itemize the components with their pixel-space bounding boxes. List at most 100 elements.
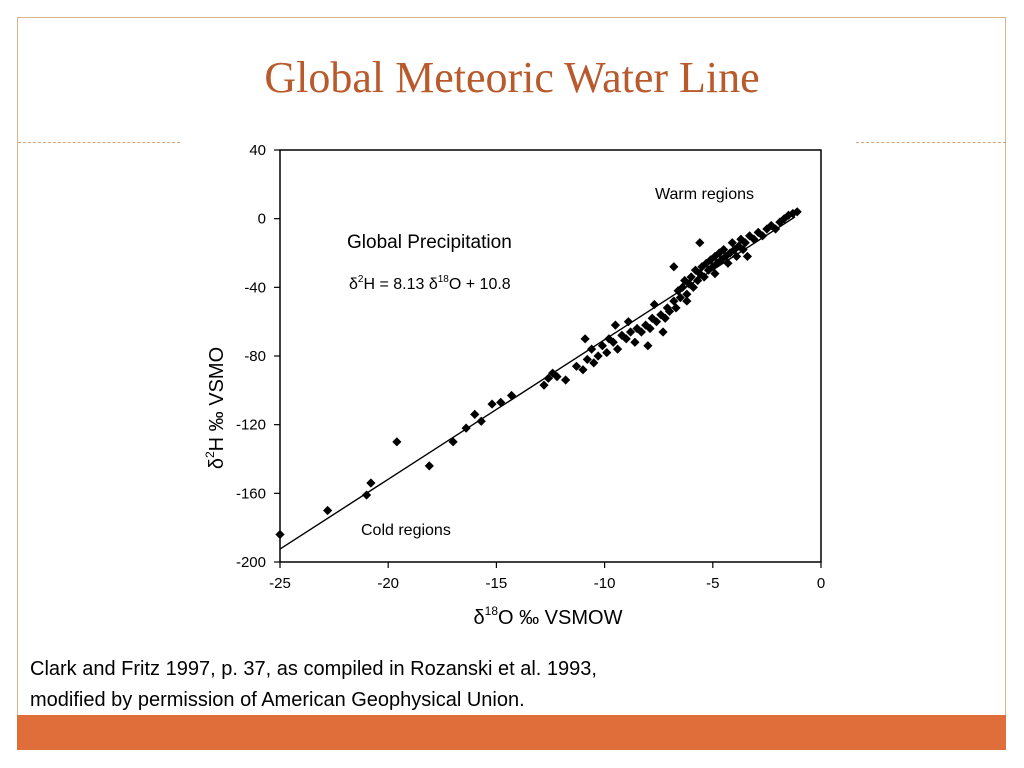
data-point	[580, 334, 590, 344]
data-point	[658, 327, 668, 337]
data-point	[636, 327, 646, 337]
x-axis-label: δ18O ‰ VSMOW	[474, 604, 623, 629]
y-axis-label: δ2H ‰ VSMO	[203, 347, 228, 469]
x-tick-label: -20	[377, 575, 399, 592]
data-point	[645, 323, 655, 334]
y-tick-label: -80	[244, 348, 266, 365]
data-point	[610, 320, 621, 330]
x-tick-label: 0	[817, 575, 825, 592]
data-point	[775, 217, 785, 227]
data-point	[680, 275, 690, 286]
annotation-title: Global Precipitation	[347, 232, 512, 253]
data-point	[602, 347, 612, 358]
data-point	[506, 390, 517, 401]
data-point	[275, 529, 285, 540]
y-tick-label: -200	[236, 554, 266, 571]
data-point	[695, 238, 705, 248]
cold-regions-label: Cold regions	[361, 522, 451, 539]
data-point	[448, 437, 458, 447]
data-point	[571, 361, 582, 371]
data-point	[740, 238, 750, 248]
data-point	[677, 282, 688, 292]
data-point	[749, 234, 759, 244]
data-point	[770, 224, 781, 234]
data-point	[783, 210, 794, 220]
data-point	[552, 372, 562, 382]
data-point	[641, 320, 651, 330]
data-point	[682, 289, 692, 299]
data-point	[716, 255, 727, 265]
data-point	[496, 397, 506, 407]
data-point	[623, 317, 634, 327]
data-point	[669, 262, 679, 272]
data-point	[757, 231, 768, 241]
caption-line-2: modified by permission of American Geoph…	[30, 689, 525, 711]
data-point	[649, 299, 659, 310]
data-point	[587, 344, 597, 354]
data-point	[708, 262, 718, 272]
data-point	[699, 272, 709, 282]
data-point	[712, 258, 722, 268]
data-point	[476, 416, 486, 426]
data-point	[706, 255, 716, 265]
x-tick-label: -25	[269, 575, 291, 592]
y-tick-label: -160	[236, 485, 266, 502]
y-tick-label: 0	[258, 211, 266, 228]
data-point	[673, 286, 683, 296]
scatter-chart: -25 -20 -15 -10 -5 0 40 0 -40 -80 -120 -160 -200 Glo…	[185, 130, 845, 635]
data-point	[604, 334, 614, 344]
data-point	[725, 248, 735, 258]
data-point	[470, 409, 480, 419]
data-point	[593, 351, 603, 361]
x-tick-label: -15	[486, 575, 508, 592]
data-point	[688, 282, 698, 292]
footer-accent-bar	[17, 715, 1006, 750]
data-point	[543, 373, 553, 383]
plot-area-frame	[279, 149, 822, 563]
data-point	[561, 375, 571, 385]
data-point	[589, 358, 599, 368]
data-point	[323, 505, 333, 516]
warm-regions-label: Warm regions	[655, 186, 754, 203]
data-point	[608, 337, 618, 347]
data-point	[461, 423, 471, 433]
data-point	[392, 437, 402, 447]
data-point	[625, 327, 636, 337]
data-point	[548, 368, 558, 378]
y-tick-label: -120	[236, 417, 266, 434]
data-point	[693, 275, 703, 286]
data-point	[424, 461, 434, 471]
data-point	[660, 313, 670, 323]
title-divider-left	[18, 142, 180, 143]
y-tick-label: -40	[244, 279, 266, 296]
data-point	[366, 478, 376, 488]
data-point	[727, 238, 737, 248]
title-divider-right	[856, 142, 1006, 143]
y-tick-label: 40	[249, 142, 266, 159]
slide-title: Global Meteoric Water Line	[264, 53, 760, 102]
data-point	[675, 293, 685, 303]
axis-ticks: -25 -20 -15 -10 -5 0 40 0 -40 -80 -120 -160 -200	[236, 142, 825, 592]
data-point	[792, 207, 802, 217]
data-point	[664, 306, 675, 316]
figure-caption: Clark and Fritz 1997, p. 37, as compiled…	[30, 654, 830, 716]
data-point	[690, 265, 701, 275]
data-points	[275, 207, 802, 540]
data-point	[714, 248, 724, 258]
x-tick-label: -10	[594, 575, 616, 592]
data-point	[697, 262, 707, 272]
caption-line-1: Clark and Fritz 1997, p. 37, as compiled…	[30, 658, 597, 680]
data-point	[684, 279, 694, 289]
data-point	[723, 258, 733, 268]
data-point	[686, 272, 696, 282]
data-point	[632, 323, 642, 334]
chart-svg: -25 -20 -15 -10 -5 0 40 0 -40 -80 -120 -160 -200 Glo…	[203, 142, 825, 629]
data-point	[539, 380, 549, 390]
data-point	[779, 214, 789, 224]
data-point	[597, 341, 608, 351]
data-point	[701, 258, 711, 268]
data-point	[734, 241, 744, 251]
regression-equation: δ2H = 8.13 δ18O + 10.8	[349, 274, 511, 293]
data-point	[630, 337, 640, 347]
data-point	[361, 490, 372, 500]
